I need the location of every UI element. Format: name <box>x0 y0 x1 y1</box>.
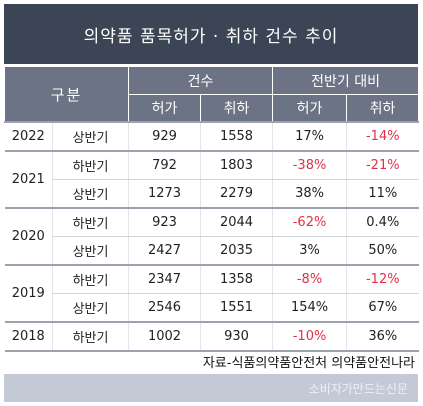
withdrawal-change-cell: 11% <box>346 179 419 209</box>
half-cell: 하반기 <box>51 321 129 352</box>
approval-cell: 1273 <box>128 179 201 209</box>
approval-change-cell: 38% <box>272 179 347 209</box>
approval-cell: 2427 <box>128 236 201 266</box>
withdrawal-cell: 2035 <box>200 236 273 266</box>
approval-change-cell: -8% <box>272 264 347 294</box>
table-row: 2022 상반기 929 1558 17% -14% <box>4 121 419 152</box>
approval-cell: 2546 <box>128 293 201 323</box>
half-cell: 상반기 <box>51 236 129 266</box>
table-row: 2019 하반기 2347 1358 -8% -12% <box>4 264 419 323</box>
table-row: 2020 하반기 923 2044 -62% 0.4% <box>4 207 419 266</box>
header-change-withdrawal: 취하 <box>346 94 420 123</box>
year-cell: 2018 <box>4 321 53 352</box>
approval-cell: 2347 <box>128 264 201 294</box>
year-cell: 2020 <box>4 207 53 266</box>
brand-watermark-bar: 소비자가만드는신문 <box>4 374 418 402</box>
withdrawal-change-cell: 36% <box>346 321 419 352</box>
withdrawal-cell: 1558 <box>200 121 273 152</box>
approval-cell: 923 <box>128 207 201 237</box>
header-gubun: 구분 <box>3 66 130 123</box>
header-change-group: 전반기 대비 <box>272 66 420 95</box>
header-count-group: 건수 <box>128 66 274 95</box>
table-title: 의약품 품목허가 · 취하 건수 추이 <box>4 4 418 64</box>
approval-change-cell: 154% <box>272 293 347 323</box>
withdrawal-change-cell: 50% <box>346 236 419 266</box>
year-cell: 2022 <box>4 121 53 152</box>
brand-label: 소비자가만드는신문 <box>308 381 408 396</box>
withdrawal-cell: 2044 <box>200 207 273 237</box>
table-row: 2021 하반기 792 1803 -38% -21% <box>4 150 419 209</box>
header-change-approval: 허가 <box>272 94 348 123</box>
withdrawal-change-cell: 0.4% <box>346 207 419 237</box>
withdrawal-change-cell: -21% <box>346 150 419 180</box>
half-cell: 상반기 <box>51 179 129 209</box>
half-cell: 하반기 <box>51 264 129 294</box>
approval-change-cell: 3% <box>272 236 347 266</box>
data-table: 구분 건수 전반기 대비 허가 취하 허가 취하 2022 상반기 929 15… <box>3 66 420 352</box>
approval-change-cell: -10% <box>272 321 347 352</box>
withdrawal-change-cell: -12% <box>346 264 419 294</box>
approval-cell: 1002 <box>128 321 201 352</box>
table-row: 2018 하반기 1002 930 -10% 36% <box>4 321 419 352</box>
withdrawal-change-cell: 67% <box>346 293 419 323</box>
header-count-approval: 허가 <box>128 94 202 123</box>
year-cell: 2021 <box>4 150 53 209</box>
approval-change-cell: -38% <box>272 150 347 180</box>
withdrawal-cell: 1803 <box>200 150 273 180</box>
withdrawal-cell: 1551 <box>200 293 273 323</box>
withdrawal-cell: 1358 <box>200 264 273 294</box>
withdrawal-change-cell: -14% <box>346 121 419 152</box>
source-note: 자료-식품의약품안전처 의약품안전나라 <box>202 356 415 371</box>
half-cell: 하반기 <box>51 207 129 237</box>
half-cell: 상반기 <box>51 121 129 152</box>
approval-cell: 929 <box>128 121 201 152</box>
approval-cell: 792 <box>128 150 201 180</box>
table-row: 상반기 1273 2279 38% 11% <box>5 179 419 209</box>
table-row: 상반기 2546 1551 154% 67% <box>5 293 419 323</box>
withdrawal-cell: 2279 <box>200 179 273 209</box>
withdrawal-cell: 930 <box>200 321 273 352</box>
year-cell: 2019 <box>4 264 53 323</box>
half-cell: 하반기 <box>51 150 129 180</box>
header-count-withdrawal: 취하 <box>200 94 274 123</box>
half-cell: 상반기 <box>51 293 129 323</box>
approval-change-cell: -62% <box>272 207 347 237</box>
approval-change-cell: 17% <box>272 121 347 152</box>
table-row: 상반기 2427 2035 3% 50% <box>5 236 419 266</box>
